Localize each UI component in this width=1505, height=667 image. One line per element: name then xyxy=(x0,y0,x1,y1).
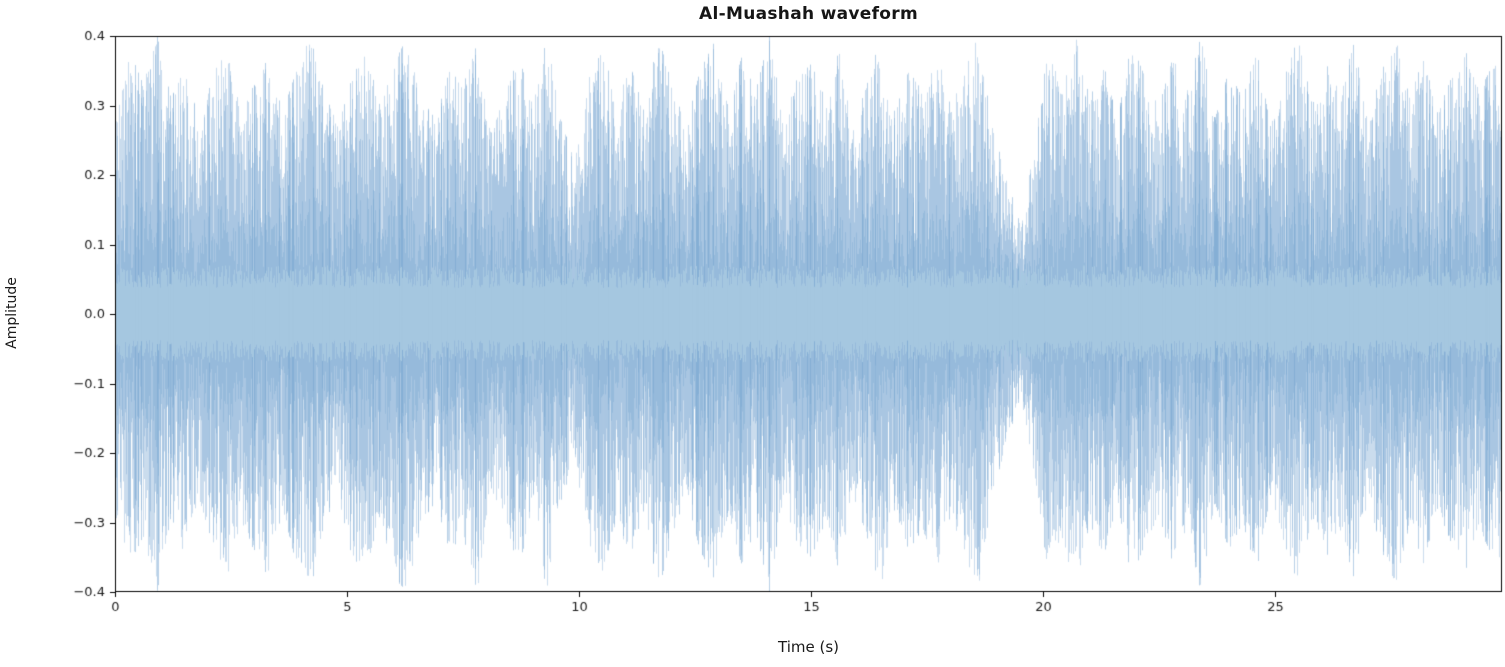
x-axis-label: Time (s) xyxy=(778,638,839,656)
chart-title: Al-Muashah waveform xyxy=(699,4,918,24)
y-axis-label: Amplitude xyxy=(4,277,20,349)
